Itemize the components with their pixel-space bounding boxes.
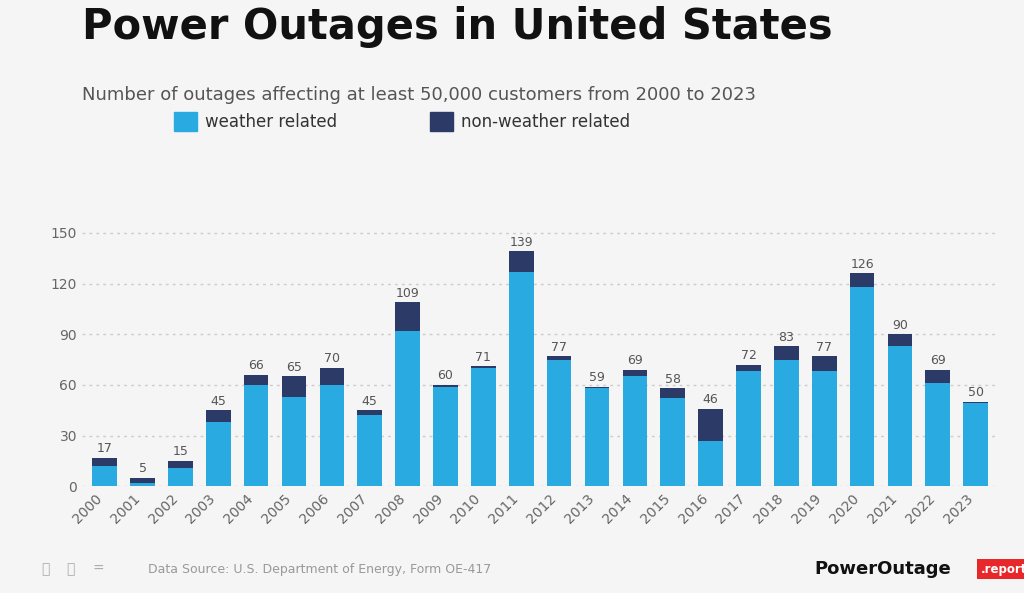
Text: 90: 90 (892, 318, 908, 331)
Bar (509, 272, 534, 486)
Bar (698, 441, 723, 486)
Bar (964, 403, 988, 486)
Bar (850, 287, 874, 486)
Text: 77: 77 (551, 340, 567, 353)
Text: non-weather related: non-weather related (461, 113, 630, 130)
Text: 70: 70 (324, 352, 340, 365)
Bar (585, 388, 609, 486)
Bar (319, 385, 344, 486)
Bar (888, 346, 912, 486)
Bar (471, 366, 496, 368)
Text: Power Outages in United States: Power Outages in United States (82, 6, 833, 48)
Text: Number of outages affecting at least 50,000 customers from 2000 to 2023: Number of outages affecting at least 50,… (82, 86, 756, 104)
Text: 5: 5 (138, 463, 146, 475)
Bar (926, 383, 950, 486)
Text: =: = (92, 562, 103, 576)
Bar (660, 398, 685, 486)
Bar (812, 356, 837, 371)
Text: 58: 58 (665, 373, 681, 386)
Text: .report: .report (981, 563, 1024, 576)
Bar (774, 359, 799, 486)
Text: 59: 59 (589, 371, 605, 384)
Text: 17: 17 (96, 442, 113, 455)
Text: Data Source: U.S. Department of Energy, Form OE-417: Data Source: U.S. Department of Energy, … (148, 563, 492, 576)
Bar (92, 458, 117, 466)
Bar (130, 478, 155, 483)
Bar (357, 415, 382, 486)
Text: 139: 139 (509, 236, 534, 249)
Text: 45: 45 (361, 395, 378, 408)
Bar (623, 377, 647, 486)
Text: weather related: weather related (205, 113, 337, 130)
Bar (547, 356, 571, 359)
Text: 66: 66 (248, 359, 264, 372)
Bar (433, 387, 458, 486)
Bar (660, 388, 685, 398)
Text: 50: 50 (968, 386, 984, 399)
Bar (433, 385, 458, 387)
Text: 77: 77 (816, 340, 833, 353)
Bar (812, 371, 837, 486)
Bar (130, 483, 155, 486)
Bar (698, 409, 723, 441)
Bar (92, 466, 117, 486)
Text: 46: 46 (702, 393, 719, 406)
Bar (850, 273, 874, 287)
Text: 69: 69 (627, 354, 643, 367)
Text: 71: 71 (475, 351, 492, 364)
Text: 60: 60 (437, 369, 454, 382)
Bar (547, 359, 571, 486)
Text: ⓘ: ⓘ (67, 562, 75, 576)
Bar (206, 410, 230, 422)
Text: Ⓒ: Ⓒ (41, 562, 49, 576)
Text: 65: 65 (286, 361, 302, 374)
Text: 83: 83 (778, 330, 795, 343)
Bar (244, 375, 268, 385)
Bar (774, 346, 799, 359)
Bar (509, 251, 534, 272)
Bar (244, 385, 268, 486)
Bar (395, 302, 420, 331)
Bar (168, 468, 193, 486)
Bar (888, 334, 912, 346)
Bar (357, 410, 382, 415)
Bar (395, 331, 420, 486)
Bar (282, 377, 306, 397)
Text: 109: 109 (395, 286, 420, 299)
Text: PowerOutage: PowerOutage (814, 560, 951, 578)
Bar (926, 369, 950, 383)
Text: 69: 69 (930, 354, 946, 367)
Text: 72: 72 (740, 349, 757, 362)
Bar (168, 461, 193, 468)
Bar (623, 369, 647, 377)
Text: 45: 45 (210, 395, 226, 408)
Bar (736, 371, 761, 486)
Bar (736, 365, 761, 371)
Text: 15: 15 (172, 445, 188, 458)
Bar (319, 368, 344, 385)
Bar (206, 422, 230, 486)
Bar (471, 368, 496, 486)
Bar (585, 387, 609, 388)
Bar (282, 397, 306, 486)
Text: 126: 126 (850, 258, 873, 271)
Bar (964, 402, 988, 403)
